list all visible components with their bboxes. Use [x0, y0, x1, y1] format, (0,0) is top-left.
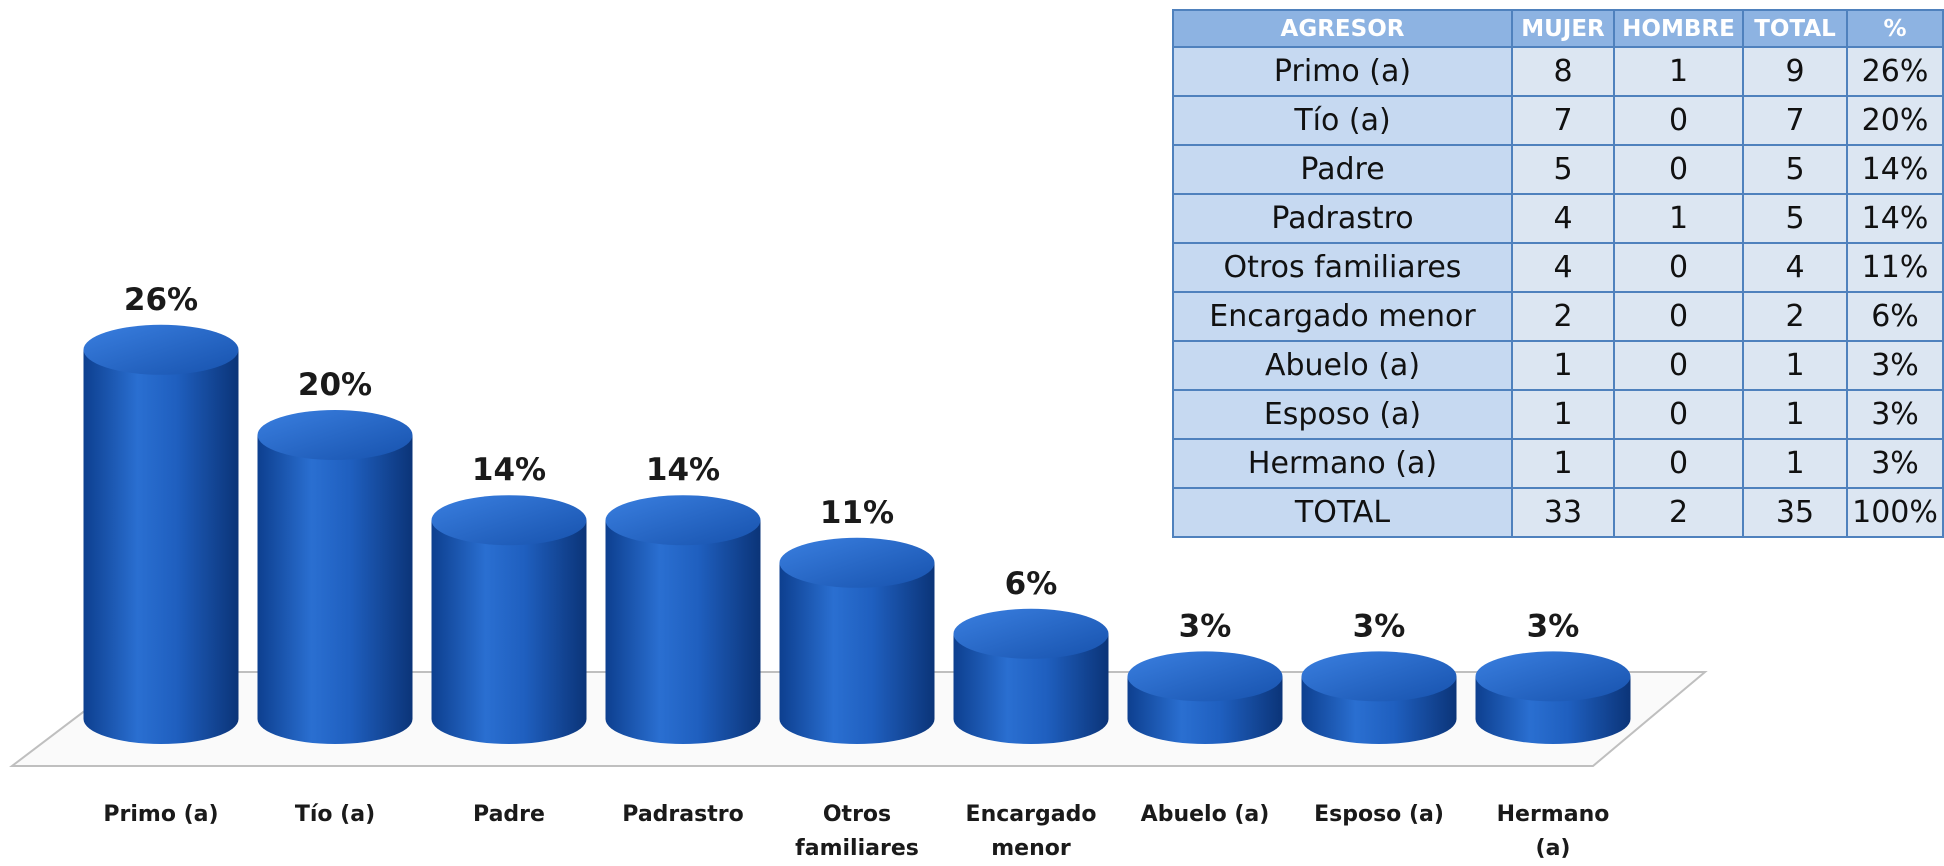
value-label: 26%: [124, 282, 198, 318]
category-label: Tío (a): [294, 802, 376, 827]
table-cell: Hermano (a): [1172, 438, 1513, 489]
table-cell: 2: [1511, 291, 1615, 342]
bar: [953, 633, 1109, 744]
value-label: 14%: [646, 452, 720, 488]
header-cell: HOMBRE: [1613, 9, 1744, 48]
table-cell: 5: [1742, 193, 1848, 244]
table-cell: 3%: [1846, 389, 1944, 440]
data-table: AGRESOR MUJER HOMBRE TOTAL% Primo (a) 8 1 9 26% T…: [1172, 9, 1944, 538]
table-cell: 3%: [1846, 340, 1944, 391]
table-cell: 0: [1613, 242, 1744, 293]
value-label: 20%: [298, 367, 372, 403]
table-cell: 2: [1613, 487, 1744, 538]
table-cell: 26%: [1846, 46, 1944, 97]
bar: [605, 520, 761, 744]
table-cell: Abuelo (a): [1172, 340, 1513, 391]
table-cell: 4: [1511, 193, 1615, 244]
bar-top: [431, 495, 587, 546]
table-cell: 0: [1613, 291, 1744, 342]
category-label: Encargado menor: [965, 802, 1097, 861]
table-cell: 5: [1742, 144, 1848, 195]
bar-top: [1301, 651, 1457, 702]
table-cell: Primo (a): [1172, 46, 1513, 97]
table-cell: Encargado menor: [1172, 291, 1513, 342]
table-cell: 33: [1511, 487, 1615, 538]
table-cell: 100%: [1846, 487, 1944, 538]
table-cell: 4: [1742, 242, 1848, 293]
bar-top: [953, 608, 1109, 659]
bar-top: [605, 495, 761, 546]
header-cell: TOTAL: [1742, 9, 1848, 48]
table-cell: Padrastro: [1172, 193, 1513, 244]
table-cell: 20%: [1846, 95, 1944, 146]
table-cell: Esposo (a): [1172, 389, 1513, 440]
value-label: 3%: [1353, 608, 1406, 644]
table-cell: 35: [1742, 487, 1848, 538]
value-label: 14%: [472, 452, 546, 488]
table-cell: 0: [1613, 340, 1744, 391]
table-cell: 11%: [1846, 242, 1944, 293]
table-cell: Padre: [1172, 144, 1513, 195]
header-cell: AGRESOR: [1172, 9, 1513, 48]
value-label: 11%: [820, 495, 894, 531]
category-label: Primo (a): [103, 802, 219, 827]
value-label: 3%: [1179, 608, 1232, 644]
category-label: Padre: [473, 802, 545, 827]
header-cell: MUJER: [1511, 9, 1615, 48]
table-cell: 14%: [1846, 193, 1944, 244]
table-cell: 0: [1613, 95, 1744, 146]
table-cell: 14%: [1846, 144, 1944, 195]
bar-top: [257, 410, 413, 460]
category-label: Otros familiares: [795, 802, 919, 861]
value-label: 6%: [1005, 566, 1058, 602]
table-cell: 5: [1511, 144, 1615, 195]
table-cell: 1: [1511, 389, 1615, 440]
table-cell: 9: [1742, 46, 1848, 97]
bar-top: [1475, 651, 1631, 702]
table-cell: 1: [1511, 438, 1615, 489]
bar: [779, 562, 935, 744]
category-label: Hermano (a): [1496, 802, 1610, 861]
category-label: Padrastro: [622, 802, 744, 827]
bar: [83, 349, 239, 744]
table-cell: 7: [1511, 95, 1615, 146]
table-cell: 1: [1742, 340, 1848, 391]
table-cell: 3%: [1846, 438, 1944, 489]
bar: [431, 520, 587, 744]
category-label: Abuelo (a): [1140, 802, 1270, 827]
table-cell: 0: [1613, 389, 1744, 440]
table-cell: 1: [1613, 193, 1744, 244]
table-cell: 0: [1613, 438, 1744, 489]
table-cell: 1: [1742, 438, 1848, 489]
bar-top: [779, 537, 935, 588]
table-cell: 1: [1742, 389, 1848, 440]
header-cell: %: [1846, 9, 1944, 48]
bar-top: [1127, 651, 1283, 702]
table-cell: Otros familiares: [1172, 242, 1513, 293]
table-cell: Tío (a): [1172, 95, 1513, 146]
table-cell: 0: [1613, 144, 1744, 195]
table-cell: TOTAL: [1172, 487, 1513, 538]
table-cell: 6%: [1846, 291, 1944, 342]
category-label: Esposo (a): [1314, 802, 1444, 827]
bar-top: [83, 324, 239, 375]
table-cell: 2: [1742, 291, 1848, 342]
table-cell: 8: [1511, 46, 1615, 97]
value-label: 3%: [1527, 608, 1580, 644]
bar: [257, 435, 413, 744]
table-cell: 1: [1511, 340, 1615, 391]
table-cell: 1: [1613, 46, 1744, 97]
table-cell: 7: [1742, 95, 1848, 146]
table-cell: 4: [1511, 242, 1615, 293]
